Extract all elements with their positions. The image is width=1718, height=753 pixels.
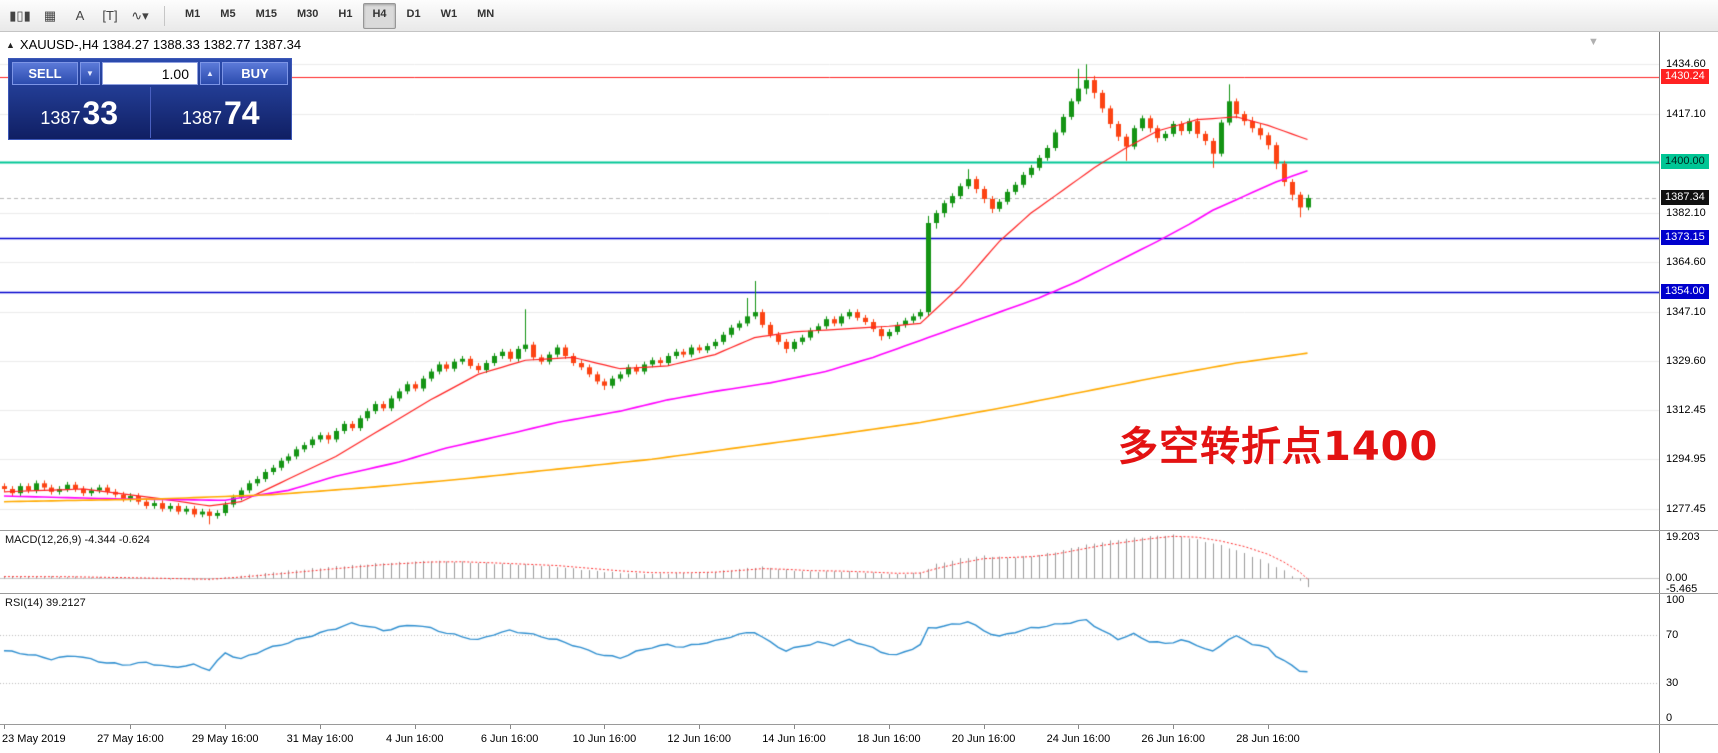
time-axis[interactable]: 23 May 2019 27 May 16:00 29 May 16:00 31 Ma…: [0, 725, 1659, 753]
price-tick: 1294.95: [1666, 453, 1706, 466]
buy-button[interactable]: BUY: [222, 62, 288, 85]
price-tick: 1312.45: [1666, 403, 1706, 416]
one-click-toggle-icon[interactable]: ▲: [6, 39, 15, 50]
timeframe-button-m30[interactable]: M30: [296, 7, 319, 20]
timeframe-button-m15[interactable]: M15: [255, 7, 277, 20]
time-tick: [1078, 725, 1080, 729]
buy-price-main: 1387: [181, 108, 222, 128]
timeframe-button-h4[interactable]: H4: [363, 2, 396, 29]
time-label: 12 Jun 16:00: [667, 733, 731, 745]
price-tick: 1382.10: [1666, 206, 1706, 219]
chart-shift-marker-icon[interactable]: ▼: [1588, 36, 1599, 48]
price-tick: 1329.60: [1666, 355, 1706, 368]
rsi-axis-tick: 100: [1666, 594, 1685, 606]
price-level-badge: 1373.15: [1661, 230, 1709, 246]
timeframe-button-mn[interactable]: MN: [477, 7, 495, 20]
timeframe-button-d1[interactable]: D1: [406, 7, 421, 20]
pane-separator[interactable]: [0, 530, 1718, 531]
price-axis[interactable]: 1434.60 1417.10 1382.10 1364.60 1347.10 1329.…: [1659, 32, 1718, 753]
time-label: 31 May 16:00: [286, 733, 354, 745]
toolbar: ▮▯▮ ▦ A [T] ∿▾ M1 M5 M15 M30 H1 H4 D1 W1 MN: [0, 0, 1718, 32]
time-label: 29 May 16:00: [191, 733, 259, 745]
volume-input[interactable]: [102, 62, 198, 85]
time-label: 24 Jun 16:00: [1046, 733, 1111, 745]
macd-axis-tick: 0.00: [1666, 571, 1688, 584]
time-label: 18 Jun 16:00: [856, 733, 921, 745]
pane-separator[interactable]: [0, 724, 1718, 725]
timeframe-button-m5[interactable]: M5: [220, 7, 236, 20]
time-tick: [1268, 725, 1269, 729]
sell-price-pips: 33: [82, 94, 119, 131]
sell-price[interactable]: 1387 33: [9, 87, 150, 138]
rsi-axis-tick: 70: [1666, 629, 1679, 642]
indicators-icon[interactable]: ∿▾: [131, 7, 149, 23]
symbol-ohlc-label: XAUUSD-,H4 1384.27 1388.33 1382.77 1387.…: [19, 37, 302, 52]
pane-separator[interactable]: [0, 593, 1718, 594]
time-label: 26 Jun 16:00: [1141, 733, 1205, 745]
time-tick: [414, 725, 416, 729]
sell-price-main: 1387: [40, 108, 81, 128]
time-tick: [604, 725, 606, 729]
price-tick: 1417.10: [1666, 107, 1706, 120]
text-label-icon[interactable]: A: [75, 8, 85, 23]
buy-price[interactable]: 1387 74: [149, 87, 292, 138]
rsi-axis-tick: 0: [1666, 712, 1673, 724]
timeframe-group: M1 M5 M15 M30 H1 H4 D1 W1 MN: [175, 2, 504, 29]
time-tick: [320, 725, 321, 729]
one-click-trading-panel: SELL ▼ ▲ BUY 1387 33 1387 74: [8, 58, 292, 140]
time-tick: [888, 725, 890, 729]
time-label: 28 Jun 16:00: [1236, 733, 1300, 745]
text-box-icon[interactable]: [T]: [102, 8, 118, 23]
chart-area: ▲ XAUUSD-,H4 1384.27 1388.33 1382.77 138…: [0, 32, 1718, 753]
symbol-header: ▲ XAUUSD-,H4 1384.27 1388.33 1382.77 138…: [6, 37, 301, 52]
macd-canvas[interactable]: [0, 531, 1659, 593]
time-label: 4 Jun 16:00: [386, 733, 444, 745]
grid-icon[interactable]: ▦: [43, 7, 57, 23]
price-level-badge: 1387.34: [1661, 189, 1709, 205]
timeframe-button-w1[interactable]: W1: [440, 7, 458, 20]
volume-decrease-button[interactable]: ▼: [80, 62, 100, 85]
rsi-axis-tick: 30: [1666, 676, 1679, 689]
price-tick: 1364.60: [1666, 256, 1706, 269]
toolbar-separator: [164, 5, 165, 26]
time-label: 20 Jun 16:00: [951, 733, 1016, 745]
time-label: 6 Jun 16:00: [480, 733, 539, 745]
time-label: 10 Jun 16:00: [572, 733, 637, 745]
time-tick: [794, 725, 795, 729]
time-tick: [225, 725, 227, 729]
candlestick-chart-icon[interactable]: ▮▯▮: [9, 7, 31, 23]
volume-increase-button[interactable]: ▲: [200, 62, 220, 85]
price-tick: 1277.45: [1666, 502, 1706, 515]
macd-axis-tick: 19.203: [1666, 531, 1700, 543]
timeframe-button-h1[interactable]: H1: [338, 7, 353, 20]
time-label: 23 May 2019: [2, 733, 66, 745]
macd-label: MACD(12,26,9) -4.344 -0.624: [5, 534, 150, 546]
chart-annotation: 多空转折点1400: [1118, 424, 1439, 470]
price-tick: 1347.10: [1666, 305, 1706, 318]
sell-button[interactable]: SELL: [12, 62, 78, 85]
timeframe-button-m1[interactable]: M1: [185, 7, 201, 20]
price-level-badge: 1430.24: [1661, 68, 1709, 84]
rsi-label: RSI(14) 39.2127: [5, 597, 86, 609]
toolbar-icon-group: ▮▯▮ ▦ A [T] ∿▾: [6, 3, 154, 29]
time-tick: [4, 725, 5, 729]
time-label: 27 May 16:00: [97, 733, 164, 745]
time-tick: [699, 725, 701, 729]
price-level-badge: 1354.00: [1661, 284, 1709, 300]
time-tick: [983, 725, 985, 729]
price-tick: 1434.60: [1666, 58, 1706, 71]
time-tick: [130, 725, 132, 729]
time-tick: [509, 725, 511, 729]
rsi-canvas[interactable]: [0, 594, 1659, 724]
macd-axis-tick: -5.465: [1666, 583, 1698, 595]
price-level-badge: 1400.00: [1661, 154, 1709, 170]
time-tick: [1173, 725, 1175, 729]
time-label: 14 Jun 16:00: [762, 733, 826, 745]
buy-price-pips: 74: [223, 94, 260, 131]
